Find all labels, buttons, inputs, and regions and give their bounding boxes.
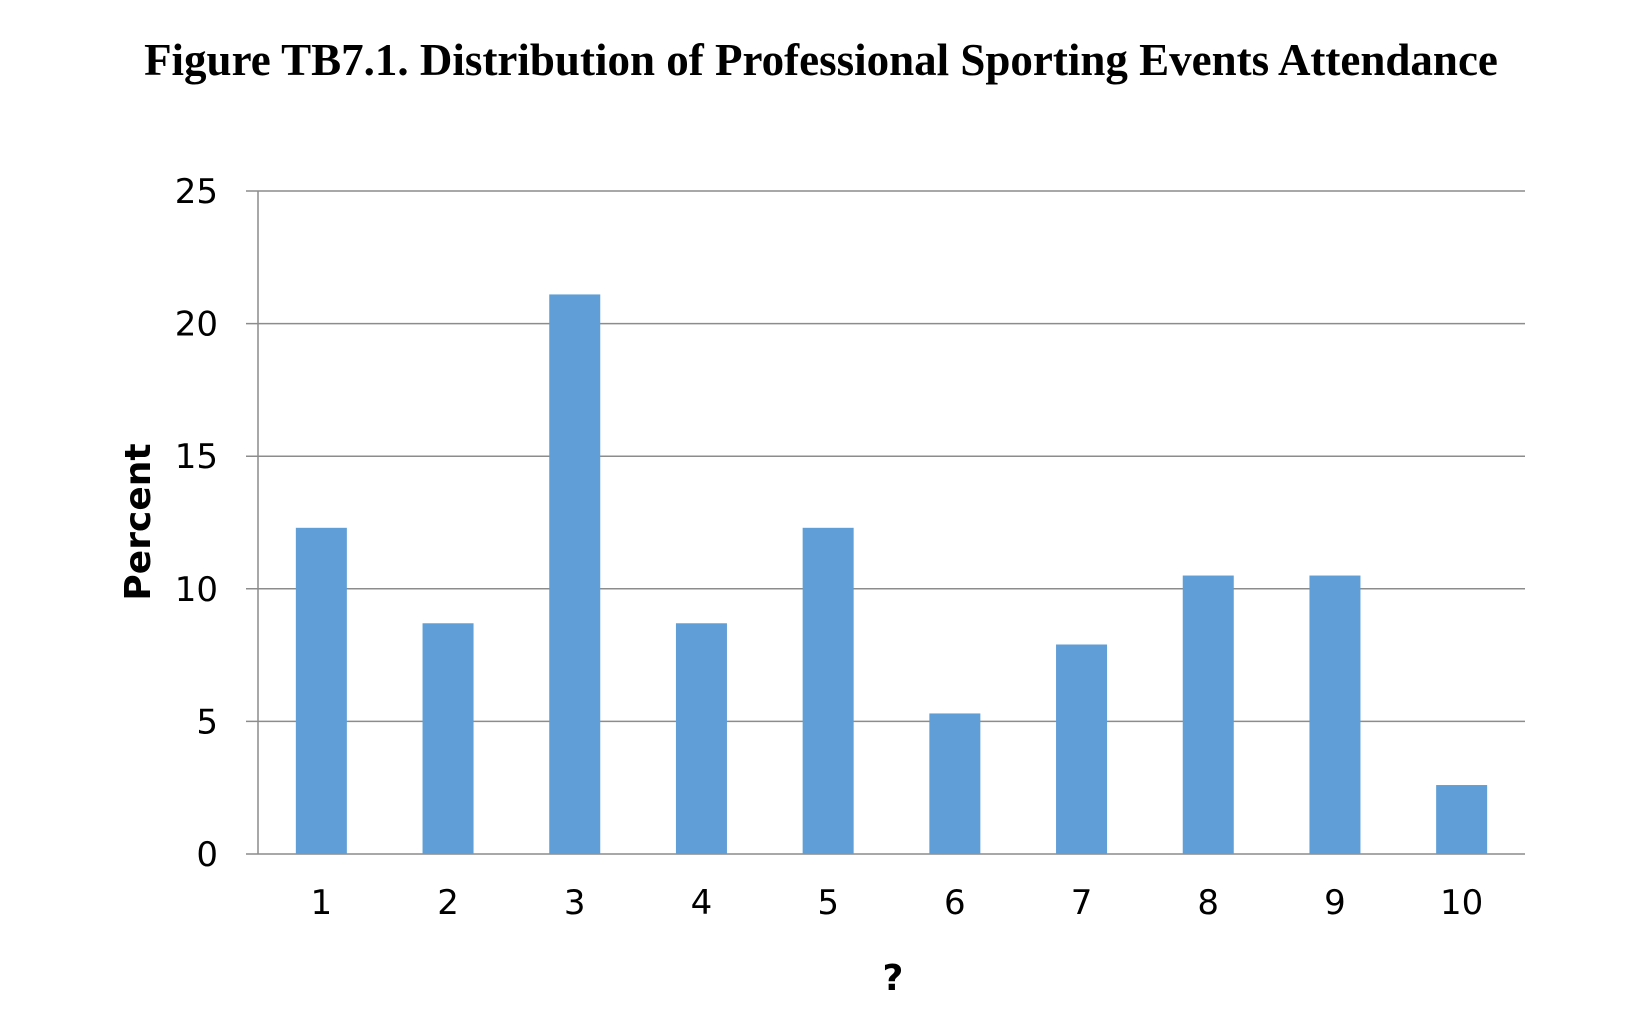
x-tick-label: 10 — [1440, 883, 1483, 923]
bar-5 — [802, 527, 854, 854]
chart-title: Figure TB7.1. Distribution of Profession… — [144, 35, 1498, 85]
x-tick-label: 6 — [944, 883, 966, 923]
y-tick-label: 20 — [175, 305, 218, 345]
x-axis-ticks: 1 2 3 4 5 6 7 8 9 10 — [311, 883, 1484, 923]
x-tick-label: 1 — [311, 883, 333, 923]
y-tick-label: 10 — [175, 570, 218, 610]
x-tick-label: 9 — [1324, 883, 1346, 923]
bars — [295, 294, 1488, 855]
x-axis-label: ? — [883, 958, 904, 999]
bar-4 — [675, 623, 727, 854]
y-tick-label: 25 — [175, 172, 218, 212]
y-tick-label: 0 — [196, 835, 218, 875]
bar-2 — [422, 623, 474, 854]
x-tick-label: 2 — [437, 883, 459, 923]
bar-6 — [929, 713, 981, 854]
x-tick-label: 8 — [1197, 883, 1219, 923]
bar-7 — [1056, 644, 1108, 854]
y-axis-ticks: 0 5 10 15 20 25 — [175, 172, 218, 875]
x-tick-label: 5 — [817, 883, 839, 923]
x-tick-label: 4 — [691, 883, 713, 923]
bar-1 — [295, 527, 347, 854]
y-tick-label: 15 — [175, 437, 218, 477]
bar-9 — [1309, 575, 1361, 854]
bar-10 — [1436, 785, 1488, 854]
x-tick-label: 3 — [564, 883, 586, 923]
bar-8 — [1182, 575, 1234, 854]
bar-3 — [549, 294, 601, 855]
x-tick-label: 7 — [1071, 883, 1093, 923]
y-axis-label: Percent — [118, 443, 159, 600]
y-tick-label: 5 — [196, 702, 218, 742]
